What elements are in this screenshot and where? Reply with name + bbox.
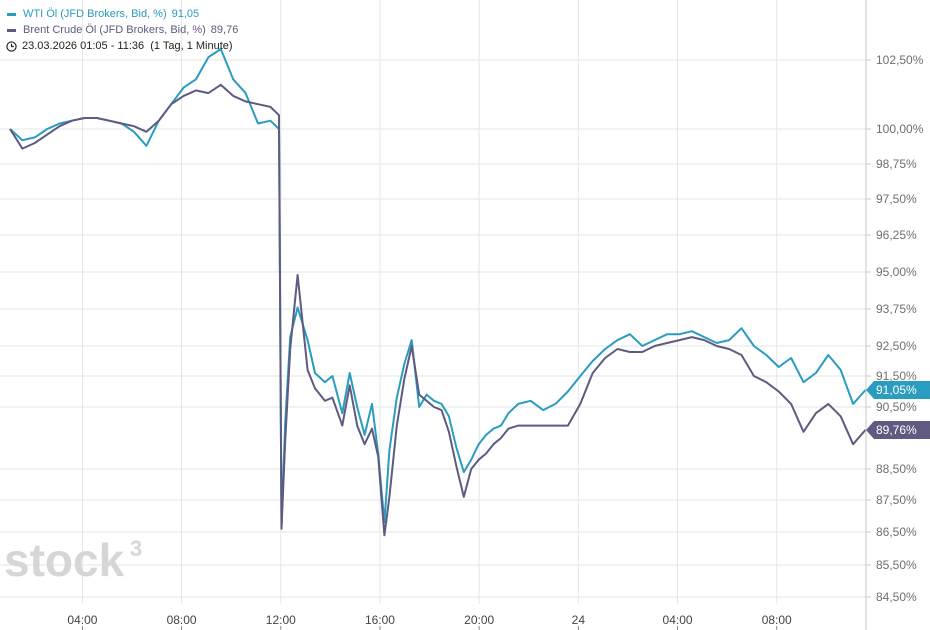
y-tick-label: 95,00% xyxy=(876,265,917,279)
y-tick-label: 86,50% xyxy=(876,525,917,539)
y-tick-label: 90,50% xyxy=(876,400,917,414)
clock-icon xyxy=(6,40,17,52)
legend-time-range: 23.03.2026 01:05 - 11:36 (1 Tag, 1 Minut… xyxy=(6,38,238,54)
wti-swatch xyxy=(7,12,16,16)
value-tag-brent: 89,76% xyxy=(866,420,930,439)
y-tick-label: 87,50% xyxy=(876,493,917,507)
vertical-gridlines xyxy=(81,0,778,604)
logo-text: stock xyxy=(4,534,125,586)
y-tick-label: 92,50% xyxy=(876,339,917,353)
y-tick-label: 100,00% xyxy=(876,122,924,136)
x-tick-label: 08:00 xyxy=(167,613,197,627)
value-tag-background xyxy=(866,380,930,399)
x-tick-label: 08:00 xyxy=(762,613,792,627)
y-tick-label: 98,75% xyxy=(876,157,917,171)
y-tick-label: 96,25% xyxy=(876,228,917,242)
stock3-logo: stock 3 xyxy=(4,534,142,586)
series-line-brent xyxy=(9,83,867,537)
x-tick-label: 16:00 xyxy=(365,613,395,627)
current-value-tags: 91,05% 89,76% xyxy=(866,380,930,439)
value-tag-label: 89,76% xyxy=(876,423,917,437)
brent-swatch xyxy=(7,28,16,32)
series-line-wti xyxy=(9,48,867,527)
legend-item-wti[interactable]: WTI Öl (JFD Brokers, Bid, %) 91,05 xyxy=(6,6,238,22)
wti-label: WTI Öl (JFD Brokers, Bid, %) xyxy=(23,8,167,20)
legend-item-brent[interactable]: Brent Crude Öl (JFD Brokers, Bid, %) 89,… xyxy=(6,22,238,38)
brent-value: 89,76 xyxy=(210,24,239,36)
y-tick-label: 97,50% xyxy=(876,192,917,206)
wti-value: 91,05 xyxy=(171,8,200,20)
logo-superscript: 3 xyxy=(130,536,142,561)
value-tag-wti: 91,05% xyxy=(866,380,930,399)
x-axis: 04:00 08:00 12:00 16:00 20:00 24 04:00 08:00 xyxy=(67,613,792,630)
y-tick-label: 102,50% xyxy=(876,53,924,67)
x-tick-label: 04:00 xyxy=(67,613,97,627)
x-tick-label: 12:00 xyxy=(266,613,296,627)
value-tag-label: 91,05% xyxy=(876,383,917,397)
horizontal-gridlines xyxy=(0,59,866,598)
x-tick-label: 20:00 xyxy=(464,613,494,627)
chart-legend: WTI Öl (JFD Brokers, Bid, %) 91,05 Brent… xyxy=(6,6,238,54)
y-tick-label: 93,75% xyxy=(876,302,917,316)
series-layer xyxy=(9,48,867,537)
y-tick-label: 84,50% xyxy=(876,590,917,604)
brent-label: Brent Crude Öl (JFD Brokers, Bid, %) xyxy=(23,24,206,36)
y-tick-label: 91,50% xyxy=(876,369,917,383)
time-range-text: 23.03.2026 01:05 - 11:36 (1 Tag, 1 Minut… xyxy=(22,40,233,52)
x-tick-label: 24 xyxy=(572,613,586,627)
y-axis: 102,50% 100,00% 98,75% 97,50% 96,25% 95,00% 93… xyxy=(866,53,924,604)
y-tick-label: 85,50% xyxy=(876,558,917,572)
value-tag-background xyxy=(866,420,930,439)
y-tick-label: 88,50% xyxy=(876,462,917,476)
x-tick-label: 04:00 xyxy=(663,613,693,627)
